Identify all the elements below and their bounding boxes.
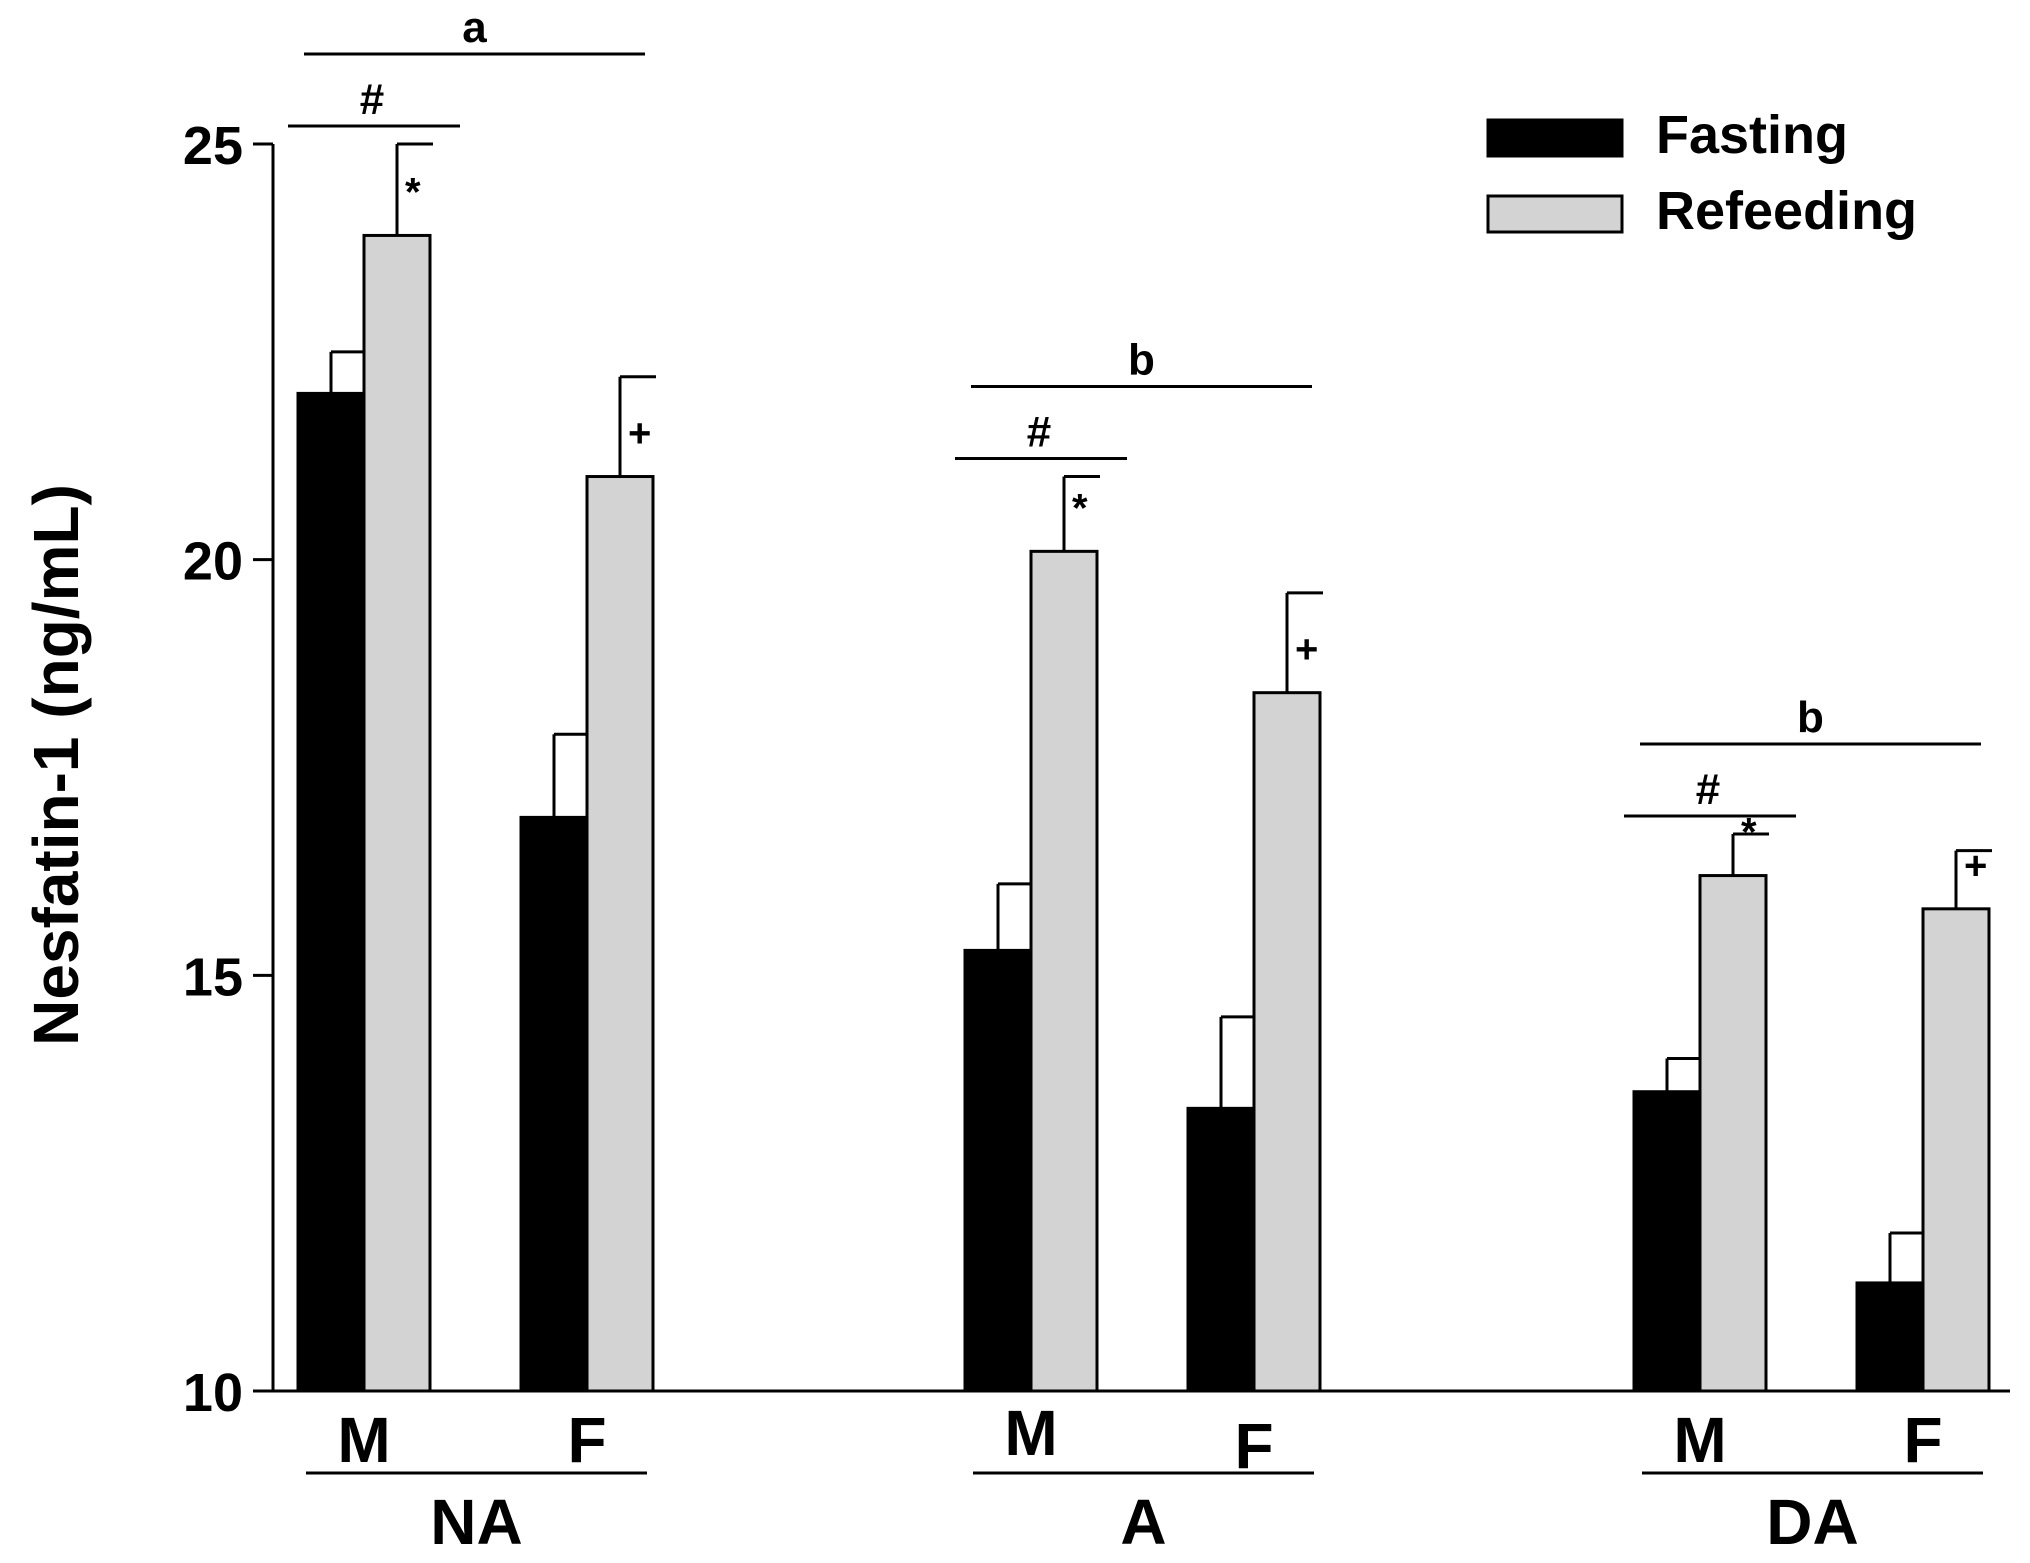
- fasting-bar: [519, 815, 589, 1393]
- group-letter: b: [1128, 336, 1155, 385]
- group-label: DA: [1766, 1486, 1858, 1558]
- refeeding-bar: [1921, 907, 1991, 1393]
- y-tick-label: 10: [183, 1363, 243, 1423]
- legend-swatch-refeeding: [1486, 194, 1624, 234]
- group-letter: b: [1797, 693, 1824, 742]
- significance-marker: +: [628, 412, 651, 456]
- sex-label: F: [1234, 1410, 1273, 1482]
- significance-marker: *: [1741, 811, 1757, 855]
- fasting-bar: [1855, 1281, 1925, 1393]
- refeeding-bar: [585, 475, 655, 1393]
- sex-label: M: [1004, 1397, 1057, 1469]
- hash-marker: #: [360, 75, 384, 124]
- group-label: NA: [430, 1486, 522, 1558]
- sex-label: M: [1673, 1404, 1726, 1476]
- significance-marker: +: [1295, 628, 1318, 672]
- refeeding-bar: [1698, 874, 1768, 1393]
- significance-marker: +: [1964, 844, 1987, 888]
- y-tick-label: 15: [183, 947, 243, 1007]
- legend-label-fasting: Fasting: [1656, 105, 1848, 165]
- y-axis-label: Nesfatin-1 (ng/mL): [20, 484, 92, 1046]
- significance-marker: *: [405, 170, 421, 214]
- sex-label: F: [1903, 1404, 1942, 1476]
- legend-swatch-fasting: [1486, 118, 1624, 158]
- refeeding-bar: [362, 233, 432, 1393]
- group-label: A: [1120, 1486, 1166, 1558]
- y-tick-label: 25: [183, 116, 243, 176]
- refeeding-bar: [1252, 691, 1322, 1393]
- significance-marker: *: [1072, 486, 1088, 530]
- plot-area: 10 15 20 25 * M + F # a NA * M + F # b A * M + F # b DA Fasting Re…: [183, 3, 2010, 1558]
- y-tick-label: 20: [183, 532, 243, 592]
- fasting-bar: [1632, 1090, 1702, 1393]
- fasting-bar: [1186, 1106, 1256, 1393]
- sex-label: M: [337, 1404, 390, 1476]
- sex-label: F: [567, 1404, 606, 1476]
- hash-marker: #: [1027, 408, 1051, 457]
- group-letter: a: [462, 3, 487, 52]
- legend-label-refeeding: Refeeding: [1656, 181, 1917, 241]
- refeeding-bar: [1029, 549, 1099, 1393]
- fasting-bar: [963, 948, 1033, 1393]
- fasting-bar: [296, 391, 366, 1393]
- hash-marker: #: [1696, 765, 1720, 814]
